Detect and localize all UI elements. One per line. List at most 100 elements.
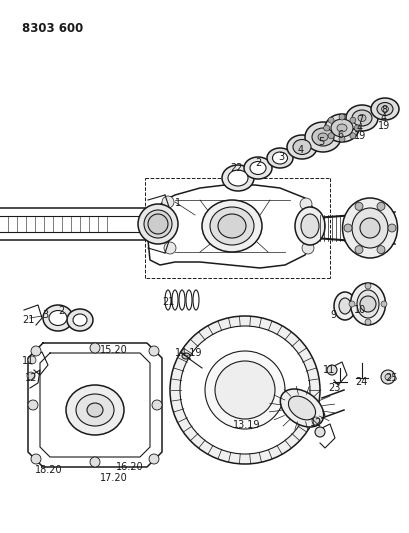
Circle shape bbox=[348, 301, 354, 307]
Circle shape bbox=[354, 203, 362, 211]
Ellipse shape bbox=[214, 361, 274, 419]
Ellipse shape bbox=[202, 200, 261, 252]
Circle shape bbox=[349, 117, 355, 123]
Text: 3: 3 bbox=[277, 152, 283, 162]
Circle shape bbox=[28, 356, 36, 364]
Circle shape bbox=[349, 133, 355, 139]
Circle shape bbox=[323, 125, 329, 131]
Ellipse shape bbox=[311, 128, 333, 146]
Circle shape bbox=[364, 319, 370, 325]
Ellipse shape bbox=[221, 165, 254, 191]
Circle shape bbox=[338, 114, 344, 120]
Ellipse shape bbox=[66, 385, 124, 435]
Circle shape bbox=[380, 301, 386, 307]
Ellipse shape bbox=[336, 124, 346, 132]
Text: 1: 1 bbox=[175, 198, 181, 208]
Ellipse shape bbox=[357, 115, 365, 122]
Ellipse shape bbox=[356, 290, 378, 318]
Text: 8303 600: 8303 600 bbox=[22, 22, 83, 35]
Ellipse shape bbox=[272, 152, 287, 164]
Ellipse shape bbox=[294, 207, 324, 245]
Circle shape bbox=[380, 370, 394, 384]
Circle shape bbox=[162, 196, 173, 208]
Text: 21: 21 bbox=[22, 315, 34, 325]
Ellipse shape bbox=[330, 119, 352, 137]
Circle shape bbox=[376, 246, 384, 254]
Ellipse shape bbox=[300, 214, 318, 238]
Circle shape bbox=[354, 246, 362, 254]
Circle shape bbox=[376, 203, 384, 211]
Circle shape bbox=[27, 372, 35, 380]
Ellipse shape bbox=[243, 157, 271, 179]
Ellipse shape bbox=[43, 305, 73, 331]
Circle shape bbox=[28, 400, 38, 410]
Circle shape bbox=[359, 296, 375, 312]
Text: 21: 21 bbox=[162, 297, 174, 307]
Circle shape bbox=[338, 136, 344, 142]
Ellipse shape bbox=[288, 396, 315, 420]
Text: 11: 11 bbox=[322, 365, 335, 375]
Ellipse shape bbox=[209, 207, 254, 245]
Text: 2: 2 bbox=[58, 306, 64, 316]
Ellipse shape bbox=[266, 148, 292, 168]
Ellipse shape bbox=[324, 114, 358, 142]
Text: 6: 6 bbox=[336, 130, 342, 140]
Circle shape bbox=[327, 133, 333, 139]
Circle shape bbox=[387, 224, 395, 232]
Circle shape bbox=[359, 218, 379, 238]
Circle shape bbox=[326, 365, 336, 375]
Ellipse shape bbox=[204, 351, 284, 429]
Ellipse shape bbox=[49, 311, 67, 326]
Circle shape bbox=[327, 117, 333, 123]
Text: 12: 12 bbox=[309, 418, 321, 428]
Text: 17.20: 17.20 bbox=[100, 473, 128, 483]
Text: 25: 25 bbox=[384, 373, 397, 383]
Circle shape bbox=[384, 374, 390, 380]
Ellipse shape bbox=[87, 403, 103, 417]
Ellipse shape bbox=[286, 135, 316, 159]
Text: 9: 9 bbox=[329, 310, 335, 320]
Text: 16.20: 16.20 bbox=[116, 462, 143, 472]
Text: 5: 5 bbox=[317, 137, 324, 147]
Ellipse shape bbox=[170, 316, 319, 464]
Circle shape bbox=[148, 214, 168, 234]
Ellipse shape bbox=[342, 198, 397, 258]
Text: 18.20: 18.20 bbox=[35, 465, 63, 475]
Ellipse shape bbox=[333, 292, 355, 320]
Text: 2: 2 bbox=[254, 158, 261, 168]
Text: 3: 3 bbox=[42, 310, 48, 320]
Text: 22: 22 bbox=[229, 163, 242, 173]
Ellipse shape bbox=[180, 326, 309, 454]
Text: 4: 4 bbox=[380, 113, 386, 123]
Circle shape bbox=[152, 400, 162, 410]
Ellipse shape bbox=[218, 214, 245, 238]
Circle shape bbox=[343, 224, 351, 232]
Circle shape bbox=[314, 427, 324, 437]
Ellipse shape bbox=[376, 102, 392, 116]
Text: 19: 19 bbox=[377, 121, 389, 131]
Circle shape bbox=[148, 346, 159, 356]
Circle shape bbox=[90, 457, 100, 467]
Ellipse shape bbox=[138, 204, 178, 244]
Ellipse shape bbox=[76, 394, 114, 426]
Ellipse shape bbox=[351, 110, 371, 126]
Ellipse shape bbox=[351, 208, 387, 248]
Text: 10: 10 bbox=[353, 305, 365, 315]
Ellipse shape bbox=[144, 210, 172, 238]
Circle shape bbox=[299, 198, 311, 210]
Text: 14.19: 14.19 bbox=[175, 348, 202, 358]
Ellipse shape bbox=[317, 133, 327, 141]
Ellipse shape bbox=[350, 283, 384, 325]
Text: 15.20: 15.20 bbox=[100, 345, 128, 355]
Text: 8: 8 bbox=[380, 105, 386, 115]
Ellipse shape bbox=[292, 140, 310, 155]
Circle shape bbox=[90, 343, 100, 353]
Text: 13.19: 13.19 bbox=[232, 420, 260, 430]
Circle shape bbox=[148, 454, 159, 464]
Text: 23: 23 bbox=[327, 383, 339, 393]
Text: 4: 4 bbox=[356, 123, 362, 133]
Text: 4: 4 bbox=[297, 145, 303, 155]
Ellipse shape bbox=[182, 353, 189, 359]
Circle shape bbox=[364, 283, 370, 289]
Ellipse shape bbox=[249, 161, 265, 174]
